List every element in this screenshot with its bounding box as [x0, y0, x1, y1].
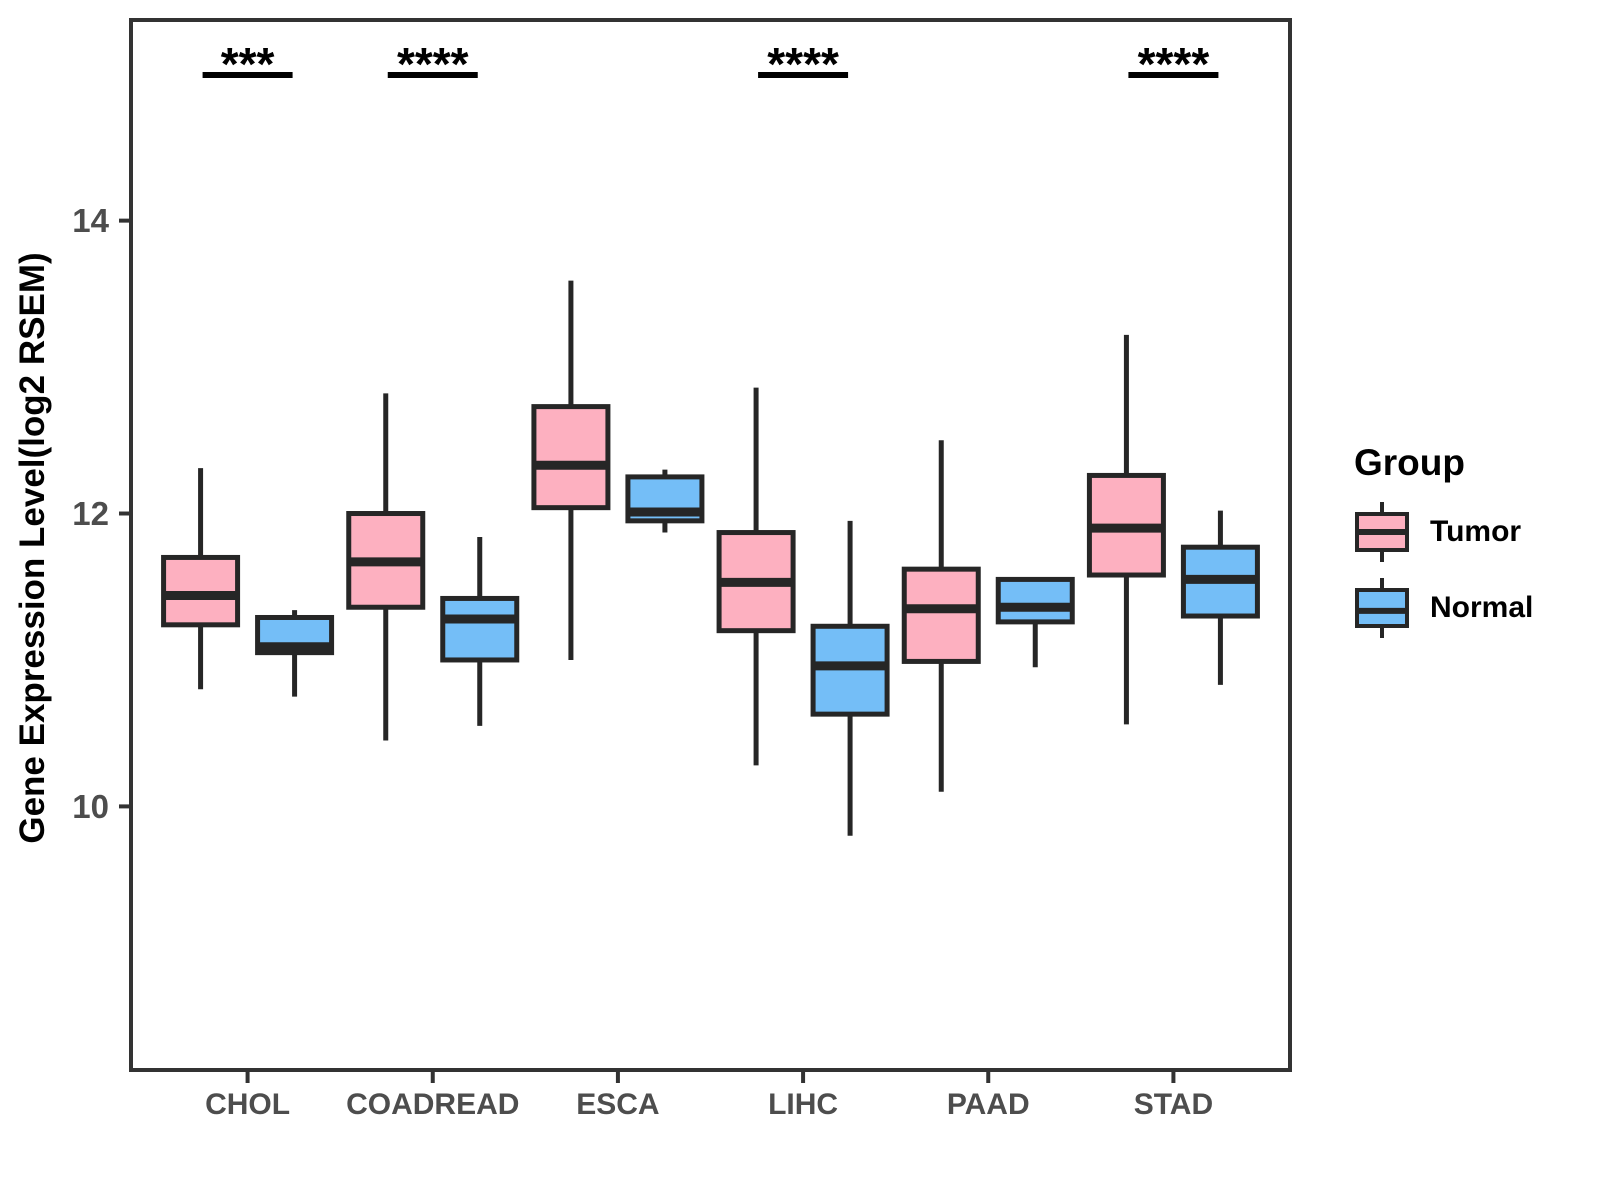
boxplot-coadread-tumor [346, 393, 426, 741]
boxplot-esca-normal [625, 469, 705, 533]
y-axis-title: Gene Expression Level(log2 RSEM) [13, 252, 52, 844]
legend-item-tumor: Tumor [1354, 500, 1533, 564]
legend-label-tumor: Tumor [1430, 515, 1522, 548]
significance-asterisks: **** [767, 38, 839, 90]
x-axis-label-coadread: COADREAD [346, 1088, 519, 1121]
boxplot-stad-tumor [1086, 334, 1166, 725]
panel-border [129, 18, 1292, 1072]
significance-bar [1128, 72, 1219, 78]
boxplot-chol-tumor [161, 468, 241, 690]
significance-bar [758, 72, 849, 78]
significance-bar [387, 72, 478, 78]
boxplot-coadread-normal [440, 536, 520, 726]
boxplot-lihc-normal [810, 520, 890, 836]
legend-label-normal: Normal [1430, 591, 1534, 624]
x-axis-label-chol: CHOL [205, 1088, 290, 1121]
y-axis-tick-label: 10 [72, 788, 109, 825]
iqr-box [531, 404, 611, 511]
legend-item-normal: Normal [1354, 576, 1533, 640]
x-axis-label-paad: PAAD [947, 1088, 1030, 1121]
boxplot-lihc-tumor [716, 387, 796, 766]
tumor-boxplot-key-icon [1355, 502, 1409, 562]
x-axis-label-esca: ESCA [576, 1088, 659, 1121]
significance-chol: *** [202, 38, 293, 90]
boxplot-chol-normal [255, 610, 335, 697]
y-axis-tick-label: 12 [72, 495, 109, 532]
legend: Group Tumor Normal [1354, 442, 1533, 640]
significance-stad: **** [1128, 38, 1219, 90]
boxplot-paad-tumor [901, 440, 981, 792]
x-axis-label-lihc: LIHC [768, 1088, 838, 1121]
significance-coadread: **** [387, 38, 478, 90]
significance-asterisks: **** [397, 38, 469, 90]
legend-title: Group [1354, 442, 1465, 483]
y-axis-tick-label: 14 [72, 202, 109, 239]
boxplot-paad-normal [995, 576, 1075, 668]
normal-boxplot-key-icon [1355, 578, 1409, 638]
significance-bar [202, 72, 293, 78]
significance-asterisks: **** [1138, 38, 1210, 90]
boxplot-esca-tumor [531, 280, 611, 660]
significance-asterisks: *** [221, 38, 275, 90]
x-axis-label-stad: STAD [1134, 1088, 1213, 1121]
significance-lihc: **** [758, 38, 849, 90]
boxplot-stad-normal [1180, 510, 1260, 685]
iqr-box [995, 576, 1075, 625]
iqr-box [440, 595, 520, 663]
iqr-box [901, 566, 981, 664]
